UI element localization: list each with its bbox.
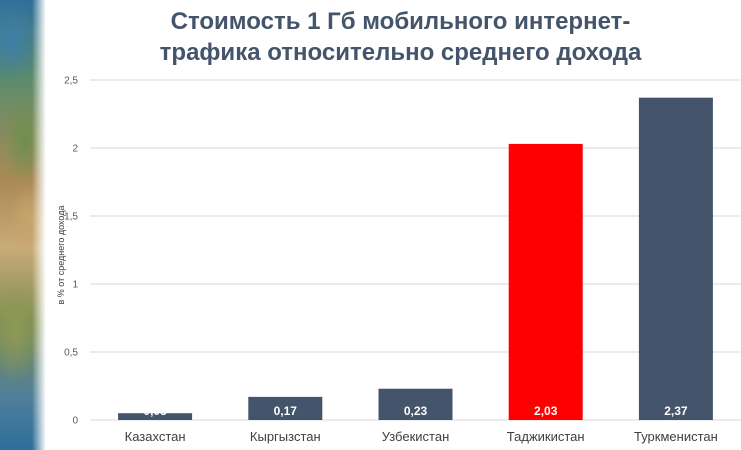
category-label: Таджикистан <box>507 429 585 444</box>
data-label: 0,05 <box>143 404 167 418</box>
category-label: Туркменистан <box>634 429 718 444</box>
y-tick-label: 0,5 <box>64 348 78 359</box>
bar <box>378 388 453 420</box>
y-tick-label: 2 <box>72 144 78 155</box>
y-tick-label: 0 <box>72 416 78 427</box>
bar <box>118 413 193 420</box>
bar <box>638 97 713 421</box>
chart-title: Стоимость 1 Гб мобильного интернет- траф… <box>60 6 741 68</box>
map-background-image <box>0 0 46 450</box>
bar <box>248 396 323 420</box>
x-axis-categories: Казахстан Кыргызстан Узбекистан Таджикистан… <box>125 429 718 444</box>
category-label: Кыргызстан <box>250 429 321 444</box>
y-axis-title: в % от среднего дохода <box>56 206 66 305</box>
y-tick-label: 1,5 <box>64 212 78 223</box>
y-axis-ticks: 0 0,5 1 1,5 2 2,5 <box>64 76 78 427</box>
chart-title-line-1: Стоимость 1 Гб мобильного интернет- <box>170 8 631 35</box>
data-label: 0,17 <box>274 404 298 418</box>
chart-title-line-2: трафика относительно среднего дохода <box>159 39 642 66</box>
category-label: Узбекистан <box>382 429 450 444</box>
data-label: 0,23 <box>404 404 428 418</box>
y-tick-label: 1 <box>72 280 78 291</box>
data-label: 2,37 <box>664 404 688 418</box>
bar <box>508 143 583 421</box>
category-label: Казахстан <box>125 429 186 444</box>
bars: 0,05 0,17 0,23 2,03 2,37 <box>118 97 713 421</box>
data-label: 2,03 <box>534 404 558 418</box>
y-tick-label: 2,5 <box>64 76 78 87</box>
